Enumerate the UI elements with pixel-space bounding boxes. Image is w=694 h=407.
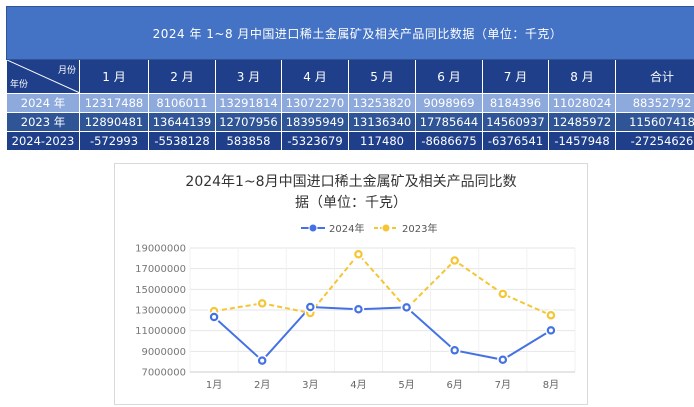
data-point-center <box>548 313 553 318</box>
table-row: 2024 年 12317488 8106011 13291814 13072270 132… <box>6 93 694 113</box>
data-point-center <box>500 291 505 296</box>
data-point-center <box>452 348 457 353</box>
table-cell: -572993 <box>79 131 149 151</box>
table-cell: 12485972 <box>548 112 616 132</box>
corner-year-label: 年份 <box>10 80 29 90</box>
data-point-center <box>260 301 265 306</box>
row-label: 2024-2023 <box>6 131 80 151</box>
table-cell: 12317488 <box>79 93 149 113</box>
column-header: 5 月 <box>348 59 416 94</box>
table-cell: 8106011 <box>148 93 216 113</box>
series-line-2024年 <box>213 305 552 362</box>
table-cell: 12890481 <box>79 112 149 132</box>
y-tick-label: 17000000 <box>135 264 186 275</box>
legend-label-1: 2023年 <box>402 222 437 235</box>
table-row: 2024-2023 -572993 -5538128 583858 -5323679 11… <box>6 131 694 151</box>
data-point-center <box>404 305 409 310</box>
table-cell: -6376541 <box>482 131 549 151</box>
y-tick-label: 9000000 <box>141 347 186 358</box>
legend-marker-1 <box>381 223 391 233</box>
x-tick-label: 5月 <box>398 379 414 391</box>
data-table: 2024 年 1~8 月中国进口稀土金属矿及相关产品同比数据（单位：千克） 月份… <box>5 6 694 151</box>
x-tick-label: 1月 <box>206 379 222 391</box>
y-tick-label: 13000000 <box>135 306 186 317</box>
x-tick-label: 8月 <box>543 379 559 391</box>
data-point-center <box>212 315 217 320</box>
column-header: 4 月 <box>281 59 349 94</box>
column-header: 7 月 <box>482 59 549 94</box>
table-cell: 583858 <box>215 131 282 151</box>
table-cell: 13644139 <box>148 112 216 132</box>
table-cell: 14560937 <box>482 112 549 132</box>
table-cell: -1457948 <box>548 131 616 151</box>
table-cell: 13136340 <box>348 112 416 132</box>
table-cell: 13253820 <box>348 93 416 113</box>
x-tick-label: 3月 <box>302 379 318 391</box>
column-header: 2 月 <box>148 59 216 94</box>
legend-marker-0 <box>308 223 318 233</box>
x-tick-label: 2月 <box>254 379 270 391</box>
data-point-center <box>356 307 361 312</box>
table-cell: 17785644 <box>415 112 483 132</box>
x-tick-label: 7月 <box>495 379 511 391</box>
table-cell: 18395949 <box>281 112 349 132</box>
table-cell: -8686675 <box>415 131 483 151</box>
table-cell: 9098969 <box>415 93 483 113</box>
data-point-center <box>500 357 505 362</box>
column-header: 合计 <box>614 59 694 94</box>
series-line-2023年 <box>213 252 552 317</box>
table-cell: 13072270 <box>281 93 349 113</box>
diagonal-line <box>7 60 79 93</box>
table-cell: -27254626 <box>614 131 694 151</box>
corner-header-cell: 月份 年份 <box>6 59 80 94</box>
data-point-center <box>452 258 457 263</box>
chart-title-line2: 据（单位：千克） <box>295 195 407 211</box>
line-chart: 2024年1~8月中国进口稀土金属矿及相关产品同比数 据（单位：千克） 2024年 2… <box>114 163 588 405</box>
data-point-center <box>308 304 313 309</box>
column-header: 6 月 <box>415 59 483 94</box>
column-header: 3 月 <box>215 59 282 94</box>
data-point-center <box>548 328 553 333</box>
chart-title-line1: 2024年1~8月中国进口稀土金属矿及相关产品同比数 <box>185 174 516 190</box>
data-point-center <box>356 252 361 257</box>
table-title: 2024 年 1~8 月中国进口稀土金属矿及相关产品同比数据（单位：千克） <box>5 6 694 60</box>
table-cell: 117480 <box>348 131 416 151</box>
table-row: 2023 年 12890481 13644139 12707956 18395949 13… <box>6 112 694 132</box>
x-tick-label: 6月 <box>447 379 463 391</box>
table-cell: -5323679 <box>281 131 349 151</box>
column-header: 8 月 <box>548 59 616 94</box>
table-cell: 12707956 <box>215 112 282 132</box>
y-tick-label: 19000000 <box>135 244 186 255</box>
legend-label-0: 2024年 <box>329 222 364 235</box>
table-cell: 13291814 <box>215 93 282 113</box>
y-tick-label: 11000000 <box>135 326 186 337</box>
table-cell: 11028024 <box>548 93 616 113</box>
y-tick-label: 15000000 <box>135 285 186 296</box>
data-table-container: 2024 年 1~8 月中国进口稀土金属矿及相关产品同比数据（单位：千克） 月份… <box>5 6 694 151</box>
row-label: 2023 年 <box>6 112 80 132</box>
table-cell: 88352792 <box>614 93 694 113</box>
table-cell: 115607418 <box>614 112 694 132</box>
table-cell: 8184396 <box>482 93 549 113</box>
x-tick-label: 4月 <box>350 379 366 391</box>
table-cell: -5538128 <box>148 131 216 151</box>
y-tick-label: 7000000 <box>141 368 186 379</box>
row-label: 2024 年 <box>6 93 80 113</box>
corner-month-label: 月份 <box>57 66 76 76</box>
data-point-center <box>260 358 265 363</box>
column-header: 1 月 <box>79 59 149 94</box>
